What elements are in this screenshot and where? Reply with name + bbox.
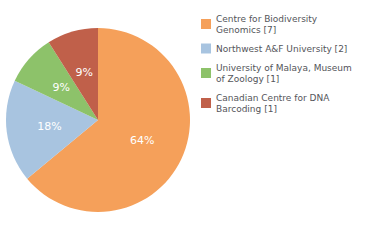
svg-text:9%: 9% (76, 66, 93, 79)
svg-text:Barcoding [1]: Barcoding [1] (216, 104, 277, 114)
svg-text:University of Malaya, Museum: University of Malaya, Museum (216, 63, 352, 73)
svg-text:64%: 64% (130, 134, 154, 147)
svg-text:Centre for Biodiversity: Centre for Biodiversity (216, 14, 318, 24)
svg-text:Genomics [7]: Genomics [7] (216, 25, 276, 35)
svg-text:Canadian Centre for DNA: Canadian Centre for DNA (216, 93, 330, 103)
svg-text:of Zoology [1]: of Zoology [1] (216, 74, 279, 84)
svg-text:18%: 18% (37, 120, 61, 133)
svg-text:9%: 9% (53, 81, 70, 94)
svg-text:Northwest A&F University [2]: Northwest A&F University [2] (216, 44, 347, 54)
